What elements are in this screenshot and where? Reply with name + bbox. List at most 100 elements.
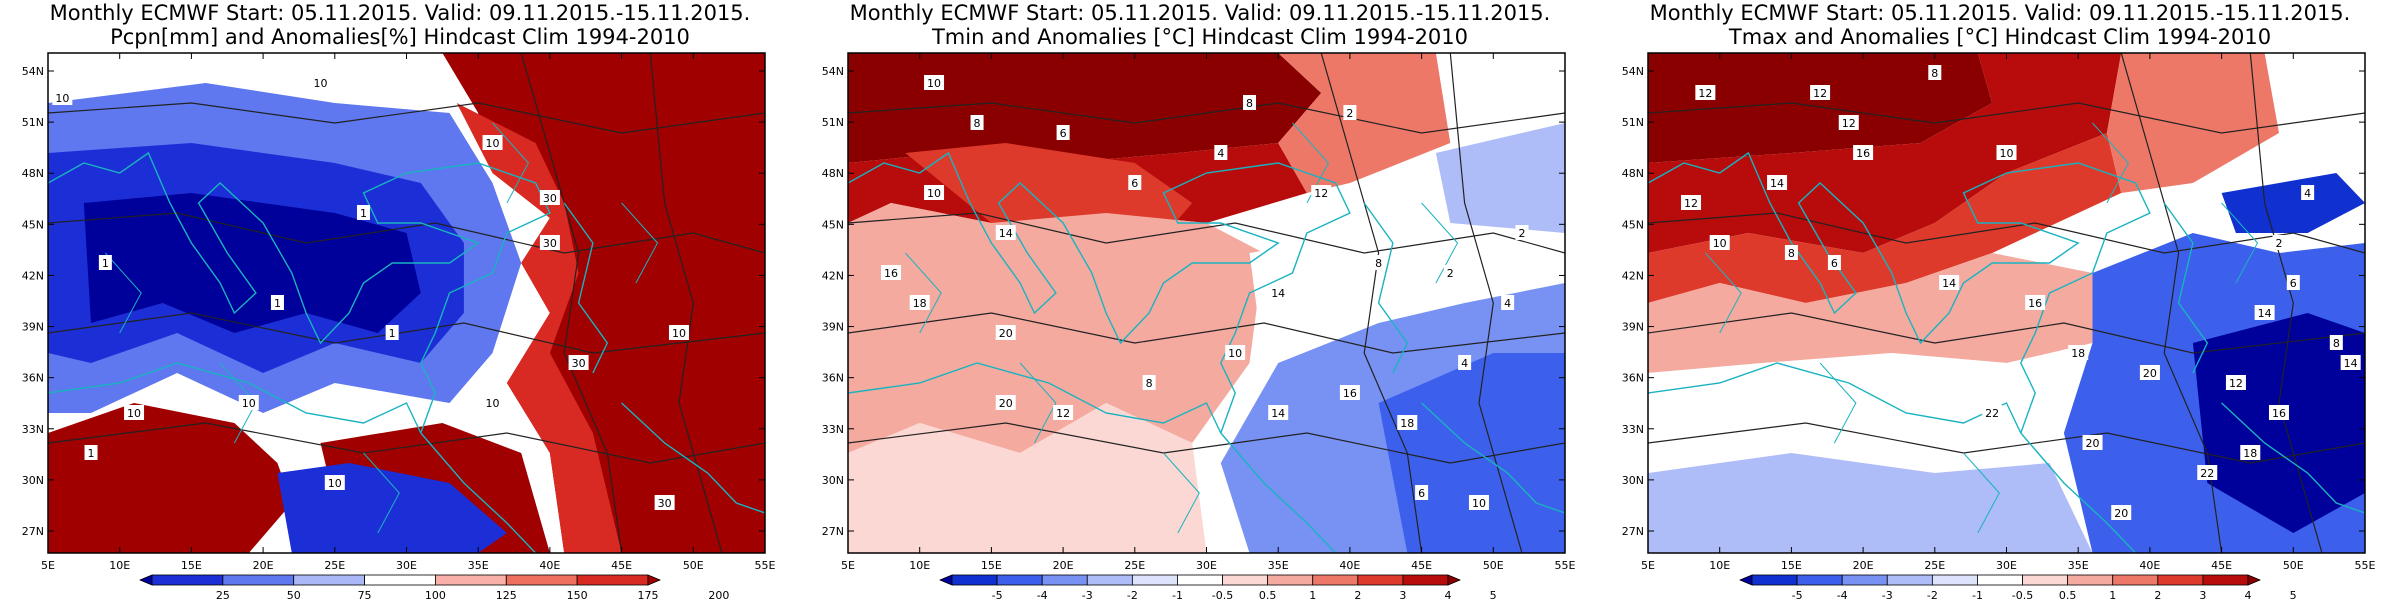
lat-label: 42N (22, 269, 44, 282)
panel-title-line2: Tmin and Anomalies [°C] Hindcast Clim 19… (931, 25, 1469, 49)
contour-label: 12 (1056, 407, 1070, 420)
colorbar-tick-label: 3 (2199, 589, 2206, 600)
lon-label: 55E (755, 559, 776, 572)
contour-label-box (568, 355, 589, 370)
coastline (420, 432, 537, 553)
lat-label: 42N (822, 269, 844, 282)
anomaly-region (48, 403, 292, 553)
climatology-contour (848, 422, 1565, 464)
contour-label: 14 (2344, 357, 2358, 370)
contour-labels: 10 8 6 8 4 2 6 10 14 12 16 18 20 14 10 8 2 4 8 12 14 16 18 20 6 1… (881, 75, 1529, 510)
contour-label: 4 (1217, 147, 1224, 160)
contour-label: 16 (884, 267, 898, 280)
contour-label-box (654, 495, 675, 510)
coastline (621, 402, 765, 514)
lat-label: 33N (822, 423, 844, 436)
border-line (363, 452, 400, 534)
lon-label: 40E (539, 559, 560, 572)
colorbar-segment (1131, 574, 1178, 586)
colorbar-segment (2112, 574, 2159, 586)
lon-label: 30E (1196, 559, 1217, 572)
contour-label: 30 (572, 357, 586, 370)
lat-label: 30N (1622, 474, 1644, 487)
lon-label: 35E (1268, 559, 1289, 572)
colorbar-segment (1357, 574, 1404, 586)
contour-label-box (1982, 405, 2003, 420)
lat-label: 39N (822, 321, 844, 334)
lon-label: 45E (2211, 559, 2232, 572)
climatology-contour (848, 212, 1565, 254)
colorbar-tick-label: -0.5 (2012, 589, 2033, 600)
contour-label: 18 (1400, 417, 1414, 430)
contour-label: 14 (999, 227, 1013, 240)
lat-label: 42N (1622, 269, 1644, 282)
coastline (848, 362, 1222, 434)
contour-label-box (1225, 345, 1246, 360)
anomaly-region (848, 203, 1264, 453)
anomaly-region (848, 403, 1207, 553)
colorbar-segment (2022, 574, 2069, 586)
colorbar-tick-label: 5 (2290, 589, 2297, 600)
climatology-contour (848, 312, 1565, 354)
anomaly-region (1378, 353, 1565, 553)
contour-label: 8 (1931, 67, 1938, 80)
contour-label: 10 (672, 327, 686, 340)
contour-label-box (2082, 435, 2103, 450)
contour-label-box (1243, 95, 1257, 110)
contour-label: 30 (658, 497, 672, 510)
contour-label: 10 (927, 187, 941, 200)
contour-label-box (1681, 195, 1702, 210)
tmax-anomaly-map: 12 12810121614121086141618202220141216182… (1622, 52, 2376, 600)
contour-label-box (1853, 145, 1874, 160)
contour-label-box (385, 325, 399, 340)
colorbar-segment (293, 574, 365, 586)
contour-label: 16 (1856, 147, 1870, 160)
colorbar-segment (996, 574, 1043, 586)
border-line (1163, 452, 1200, 534)
contour-label-box (1515, 225, 1529, 240)
lat-label: 54N (822, 65, 844, 78)
colorbar-segment (364, 574, 436, 586)
contour-label-box (1128, 175, 1142, 190)
contour-label: 2 (1447, 267, 1454, 280)
climatology-contour (848, 102, 1565, 134)
lon-label: 45E (611, 559, 632, 572)
lon-label: 10E (109, 559, 130, 572)
contour-label: 14 (1770, 177, 1784, 190)
contour-label: 12 (1842, 117, 1856, 130)
contour-label-box (84, 445, 98, 460)
lat-label: 51N (822, 116, 844, 129)
lat-label: 36N (822, 372, 844, 385)
colorbar-segment (1041, 574, 1088, 586)
colorbar-segment (2157, 574, 2204, 586)
anomaly-region (1648, 353, 2079, 473)
contour-label: 12 (1684, 197, 1698, 210)
anomaly-region (1648, 133, 2122, 303)
contour-label: 20 (2143, 367, 2157, 380)
border-line (905, 252, 942, 334)
climatology-contour (48, 422, 765, 464)
lon-label: 10E (909, 559, 930, 572)
contour-label: 8 (1146, 377, 1153, 390)
contour-label: 16 (2272, 407, 2286, 420)
colorbar-tick-label: 100 (425, 589, 446, 600)
contour-label-box (1810, 85, 1831, 100)
colorbar-tick-label: 0.5 (2059, 589, 2077, 600)
lat-label: 33N (22, 423, 44, 436)
contour-labels: 10 10 10 30 30 30 1 1 1 1 10 10 10 1 10 10 30 (52, 75, 689, 510)
contour-label: 10 (313, 77, 327, 90)
contour-label-box (2139, 365, 2160, 380)
contour-label-box (1268, 285, 1289, 300)
lat-label: 27N (822, 525, 844, 538)
contour-label-box (1784, 245, 1798, 260)
lat-label: 30N (22, 474, 44, 487)
colorbar-segment (1267, 574, 1314, 586)
contour-label: 20 (2114, 507, 2128, 520)
colorbar-tick-label: 25 (216, 589, 230, 600)
contour-label: 20 (999, 327, 1013, 340)
lon-label: 35E (2068, 559, 2089, 572)
contour-label: 22 (2200, 467, 2214, 480)
lon-label: 40E (2139, 559, 2160, 572)
contour-label-box (995, 395, 1016, 410)
colorbar-tick-label: -5 (1792, 589, 1803, 600)
